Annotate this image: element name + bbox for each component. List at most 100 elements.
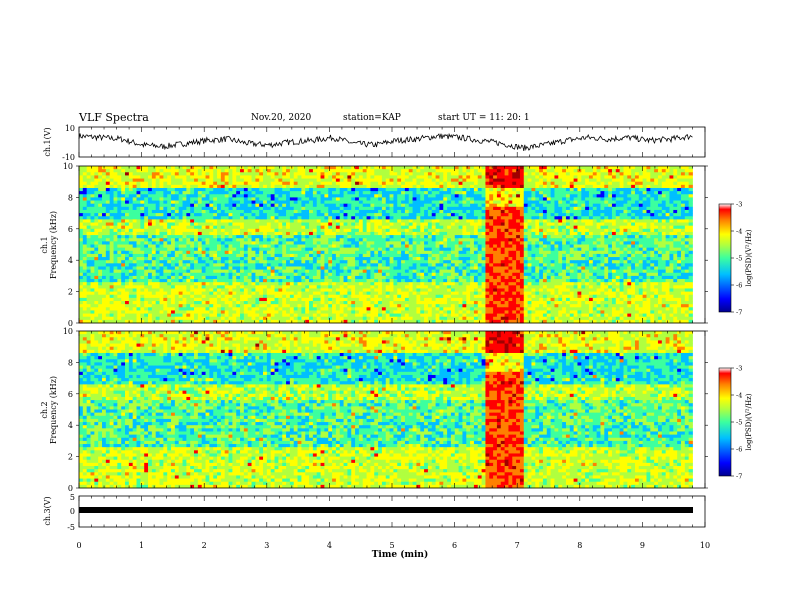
spectrogram-cell	[562, 175, 567, 179]
spectrogram-cell	[631, 178, 636, 183]
spectrogram-cell	[470, 172, 475, 176]
spectrogram-cell	[665, 213, 670, 217]
spectrogram-cell	[358, 241, 364, 245]
spectrogram-cell	[217, 166, 222, 170]
spectrogram-cell	[82, 166, 88, 170]
spectrogram-cell	[370, 187, 375, 192]
spectrogram-cell	[516, 181, 521, 186]
spectrogram-cell	[646, 253, 651, 258]
spectrogram-cell	[255, 250, 260, 255]
spectrogram-cell	[148, 253, 153, 258]
spectrogram-cell	[669, 169, 674, 173]
spectrogram-cell	[117, 203, 122, 208]
spectrogram-cell	[661, 231, 667, 236]
spectrogram-cell	[638, 175, 644, 179]
spectrogram-cell	[657, 257, 663, 261]
spectrogram-cell	[243, 222, 249, 227]
spectrogram-cell	[293, 253, 298, 258]
spectrogram-cell	[638, 219, 644, 223]
spectrogram-cell	[661, 172, 667, 176]
spectrogram-cell	[155, 235, 160, 239]
spectrogram-cell	[343, 213, 348, 217]
spectrogram-cell	[286, 213, 291, 217]
spectrogram-cell	[209, 172, 214, 176]
spectrogram-cell	[677, 257, 682, 261]
spectrogram-cell	[458, 253, 463, 258]
spectrogram-cell	[550, 257, 555, 261]
spectrogram-cell	[217, 228, 222, 233]
spectrogram-cell	[312, 191, 318, 195]
spectrogram-cell	[470, 184, 475, 189]
spectrogram-cell	[397, 213, 402, 217]
spectrogram-cell	[128, 263, 134, 267]
spectrogram-cell	[424, 184, 429, 189]
spectrogram-cell	[243, 181, 249, 186]
spectrogram-cell	[243, 260, 249, 264]
spectrogram-cell	[366, 181, 371, 186]
spectrogram-cell	[335, 169, 341, 173]
spectrogram-cell	[190, 197, 195, 201]
spectrogram-cell	[293, 209, 298, 214]
spectrogram-cell	[117, 238, 122, 242]
spectrogram-cell	[263, 206, 268, 211]
spectrogram-cell	[220, 191, 226, 195]
spectrogram-cell	[178, 219, 183, 223]
spectrogram-cell	[619, 235, 624, 239]
spectrogram-cell	[454, 191, 459, 195]
spectrogram-cell	[236, 169, 241, 173]
spectrogram-cell	[439, 225, 444, 230]
spectrogram-cell	[121, 200, 126, 205]
spectrogram-cell	[209, 235, 214, 239]
spectrogram-cell	[370, 244, 375, 249]
spectrogram-cell	[151, 231, 157, 236]
spectrogram-cell	[431, 191, 436, 195]
spectrogram-cell	[642, 241, 647, 245]
spectrogram-cell	[389, 169, 394, 173]
spectrogram-cell	[493, 235, 498, 239]
spectrogram-cell	[684, 219, 690, 223]
spectrogram-cell	[684, 191, 690, 195]
spectrogram-cell	[669, 253, 674, 258]
spectrogram-cell	[634, 197, 640, 201]
spectrogram-cell	[569, 178, 575, 183]
spectrogram-cell	[236, 206, 241, 211]
spectrogram-cell	[90, 184, 95, 189]
spectrogram-cell	[592, 235, 598, 239]
spectrogram-cell	[496, 187, 502, 192]
spectrogram-cell	[462, 187, 467, 192]
spectrogram-cell	[378, 213, 383, 217]
spectrogram-cell	[125, 184, 130, 189]
spectrogram-cell	[558, 213, 563, 217]
spectrogram-cell	[86, 166, 91, 170]
spectrogram-cell	[416, 253, 421, 258]
spectrogram-cell	[596, 225, 601, 230]
spectrogram-cell	[447, 250, 452, 255]
spectrogram-cell	[496, 206, 502, 211]
spectrogram-cell	[312, 181, 318, 186]
spectrogram-cell	[496, 216, 502, 220]
spectrogram-cell	[447, 187, 452, 192]
spectrogram-cell	[404, 187, 410, 192]
spectrogram-cell	[623, 209, 628, 214]
spectrogram-cell	[638, 250, 644, 255]
spectrogram-cell	[588, 172, 594, 176]
spectrogram-cell	[128, 216, 134, 220]
spectrogram-cell	[481, 194, 486, 198]
spectrogram-cell	[427, 231, 433, 236]
spectrogram-cell	[347, 194, 352, 198]
spectrogram-cell	[424, 241, 429, 245]
spectrogram-cell	[638, 228, 644, 233]
spectrogram-cell	[412, 231, 417, 236]
spectrogram-cell	[404, 191, 410, 195]
spectrogram-cell	[680, 175, 686, 179]
spectrogram-cell	[197, 228, 203, 233]
spectrogram-cell	[435, 250, 440, 255]
spectrogram-cell	[424, 216, 429, 220]
spectrogram-cell	[121, 250, 126, 255]
spectrogram-cell	[347, 191, 352, 195]
spectrogram-cell	[412, 244, 417, 249]
spectrogram-cell	[470, 213, 475, 217]
spectrogram-cell	[320, 241, 325, 245]
spectrogram-cell	[155, 253, 160, 258]
